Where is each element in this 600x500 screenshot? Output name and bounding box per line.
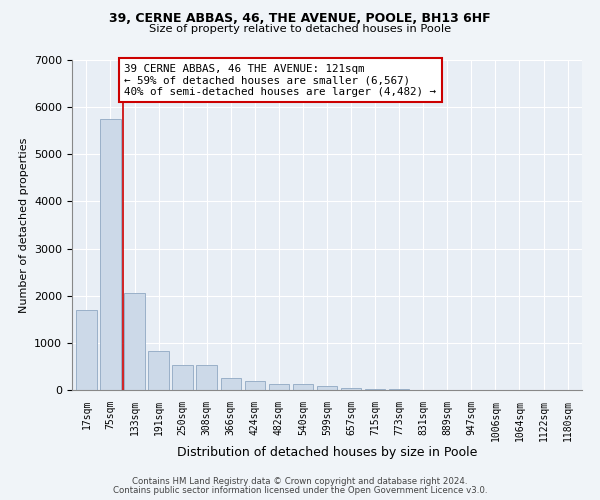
Bar bbox=[293, 384, 313, 390]
Bar bbox=[341, 388, 361, 390]
Bar bbox=[148, 352, 169, 390]
X-axis label: Distribution of detached houses by size in Poole: Distribution of detached houses by size … bbox=[177, 446, 477, 460]
Bar bbox=[269, 384, 289, 390]
Bar bbox=[245, 380, 265, 390]
Text: Contains public sector information licensed under the Open Government Licence v3: Contains public sector information licen… bbox=[113, 486, 487, 495]
Text: Size of property relative to detached houses in Poole: Size of property relative to detached ho… bbox=[149, 24, 451, 34]
Text: 39 CERNE ABBAS, 46 THE AVENUE: 121sqm
← 59% of detached houses are smaller (6,56: 39 CERNE ABBAS, 46 THE AVENUE: 121sqm ← … bbox=[124, 64, 436, 97]
Bar bbox=[196, 364, 217, 390]
Text: Contains HM Land Registry data © Crown copyright and database right 2024.: Contains HM Land Registry data © Crown c… bbox=[132, 477, 468, 486]
Y-axis label: Number of detached properties: Number of detached properties bbox=[19, 138, 29, 312]
Bar bbox=[76, 310, 97, 390]
Bar bbox=[100, 119, 121, 390]
Bar bbox=[365, 388, 385, 390]
Text: 39, CERNE ABBAS, 46, THE AVENUE, POOLE, BH13 6HF: 39, CERNE ABBAS, 46, THE AVENUE, POOLE, … bbox=[109, 12, 491, 26]
Bar bbox=[317, 386, 337, 390]
Bar bbox=[221, 378, 241, 390]
Bar bbox=[172, 364, 193, 390]
Bar bbox=[124, 294, 145, 390]
